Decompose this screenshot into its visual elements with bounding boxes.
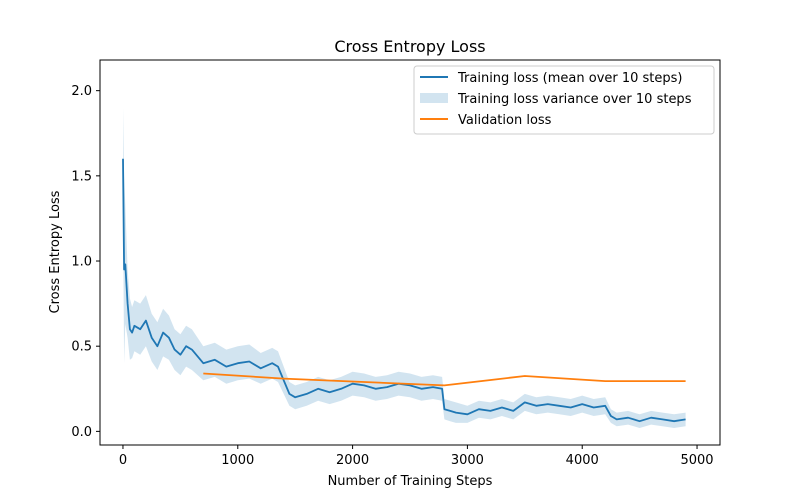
y-tick-label: 0.0 <box>71 425 92 440</box>
legend-label-training: Training loss (mean over 10 steps) <box>457 71 683 86</box>
series-validation-loss-line <box>203 372 686 387</box>
x-tick-label: 4000 <box>566 453 599 468</box>
legend-label-variance: Training loss variance over 10 steps <box>457 92 692 107</box>
x-tick-label: 2000 <box>336 453 369 468</box>
y-tick-label: 1.0 <box>71 255 92 270</box>
y-tick-label: 0.5 <box>71 340 92 355</box>
legend-label-validation: Validation loss <box>458 113 552 128</box>
y-tick-label: 2.0 <box>71 84 92 99</box>
plot-area <box>122 107 686 428</box>
axis-ticks: 0 1000 2000 3000 4000 5000 0.0 0.5 1.0 1.5 2.0 <box>71 84 713 468</box>
chart-title: Cross Entropy Loss <box>334 37 485 56</box>
legend: Training loss (mean over 10 steps) Train… <box>413 65 715 135</box>
x-tick-label: 5000 <box>680 453 713 468</box>
series-training-loss-line <box>122 158 686 423</box>
y-axis-label: Cross Entropy Loss <box>48 190 63 313</box>
plot-frame <box>99 59 721 446</box>
x-tick-label: 1000 <box>221 453 254 468</box>
x-tick-label: 0 <box>119 453 127 468</box>
legend-box <box>413 65 715 135</box>
x-tick-label: 3000 <box>451 453 484 468</box>
x-axis-label: Number of Training Steps <box>328 474 493 489</box>
y-tick-label: 1.5 <box>71 169 92 184</box>
legend-swatch-variance <box>420 93 448 103</box>
